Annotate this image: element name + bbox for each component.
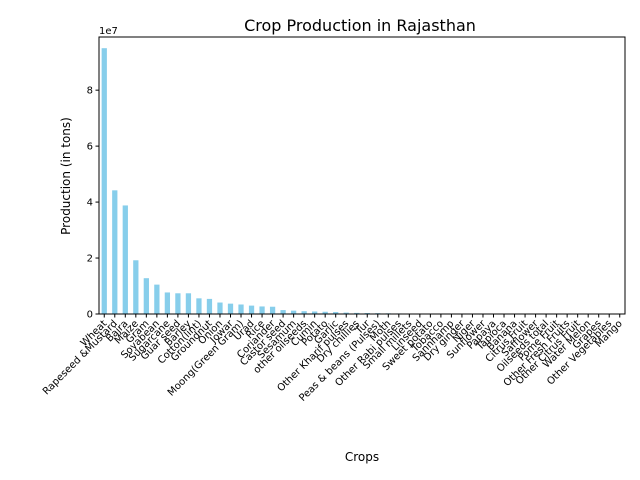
x-axis-title: Crops (345, 450, 379, 464)
y-tick-label: 8 (87, 86, 93, 97)
bar (122, 205, 128, 314)
y-scale-label: 1e7 (99, 26, 118, 37)
y-tick-label: 4 (87, 198, 93, 209)
bar (227, 303, 234, 314)
bar (133, 260, 139, 314)
bar (196, 298, 202, 314)
x-tick-label: Rapeseed &Mustard (41, 318, 120, 397)
bar (312, 311, 318, 314)
bar (322, 311, 328, 314)
bar (238, 304, 244, 314)
bar (354, 312, 360, 314)
bar (269, 306, 276, 314)
bar (290, 310, 297, 314)
bar (143, 278, 149, 314)
bar (259, 306, 265, 314)
y-tick-label: 6 (87, 142, 93, 153)
bar (206, 298, 213, 314)
bar (101, 48, 107, 314)
plot-frame (98, 36, 626, 315)
bar (333, 312, 339, 314)
y-tick-label: 0 (87, 310, 93, 321)
chart-title: Crop Production in Rajasthan (244, 16, 476, 35)
y-axis-title: Production (in tons) (59, 117, 73, 235)
bars (101, 48, 623, 314)
y-axis-ticks: 0 2 4 6 8 (87, 86, 99, 321)
bar (164, 292, 171, 314)
bar (343, 312, 349, 314)
bar (248, 305, 255, 314)
bar (154, 284, 160, 314)
bar (175, 293, 181, 314)
bar (301, 311, 307, 314)
bar (112, 190, 118, 314)
bar (217, 302, 223, 314)
y-tick-label: 2 (87, 254, 93, 265)
bar (280, 310, 286, 314)
bar (185, 293, 192, 314)
